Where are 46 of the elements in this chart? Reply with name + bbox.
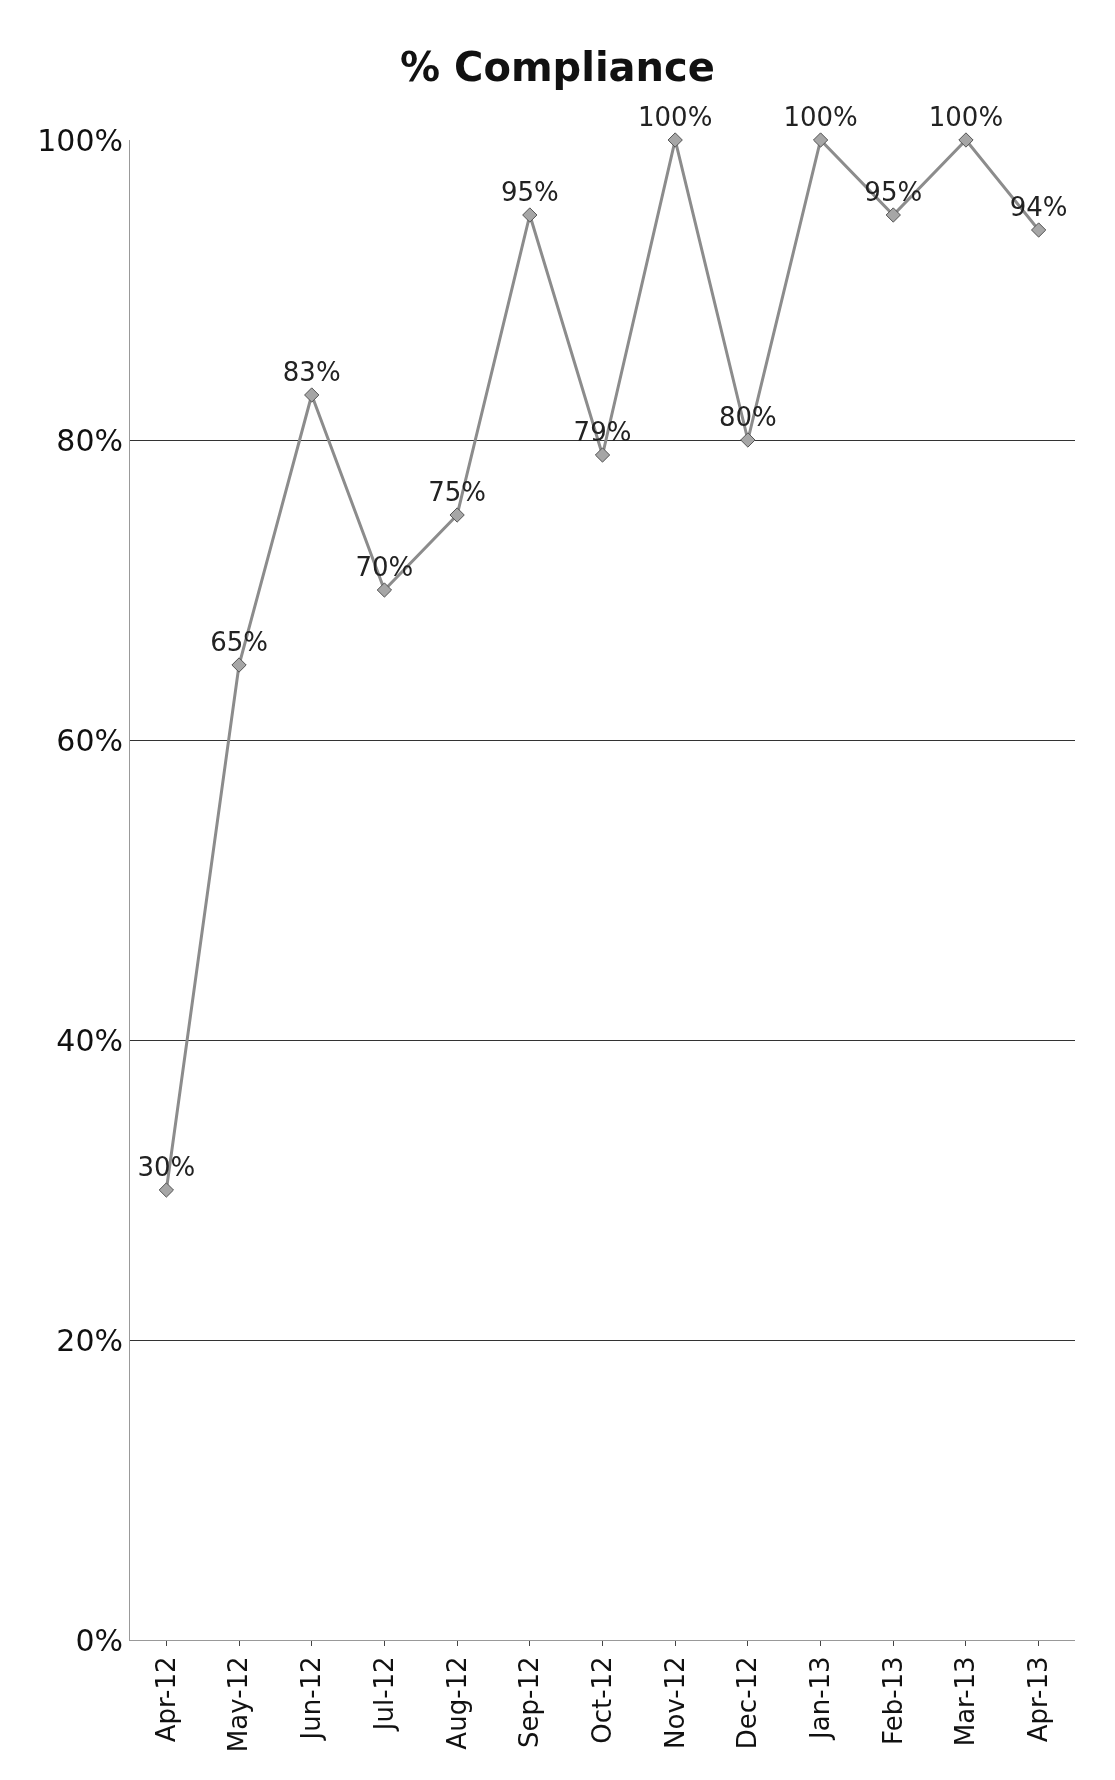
x-tick-label: Apr-13 — [1023, 1656, 1054, 1743]
x-tick-label: Dec-12 — [732, 1656, 763, 1750]
point — [594, 447, 611, 463]
x-tick-label: Mar-13 — [950, 1656, 981, 1747]
y-tick-label: 40% — [56, 1022, 123, 1058]
x-tick-label: Jan-13 — [805, 1656, 836, 1741]
point — [304, 387, 320, 403]
point — [667, 132, 683, 148]
point — [231, 657, 247, 673]
text: 65% — [210, 626, 268, 657]
text: 100% — [928, 101, 1004, 132]
text: 94% — [1009, 191, 1068, 222]
point — [812, 132, 829, 148]
point — [522, 207, 538, 223]
text: 95% — [864, 176, 923, 207]
x-tick-label: Aug-12 — [441, 1656, 472, 1750]
y-tick-label: 0% — [75, 1622, 123, 1658]
x-tick-label: Nov-12 — [659, 1656, 690, 1749]
y-tick-label: 100% — [37, 122, 123, 158]
point — [158, 1182, 174, 1198]
point — [885, 207, 901, 223]
point — [449, 507, 465, 523]
text: 95% — [500, 176, 559, 207]
text: 83% — [282, 356, 341, 387]
x-tick-label: Jul-12 — [368, 1656, 399, 1733]
x-tick-label: Feb-13 — [877, 1656, 908, 1745]
text: 70% — [355, 551, 414, 582]
y-tick-label: 20% — [56, 1322, 123, 1358]
point — [740, 432, 756, 448]
text: 80% — [718, 401, 777, 432]
y-tick-label: 80% — [56, 422, 123, 458]
y-tick-label: 60% — [56, 722, 123, 758]
x-tick-label: Jun-12 — [296, 1656, 327, 1742]
x-tick-label: Oct-12 — [586, 1656, 617, 1744]
text: 100% — [783, 101, 858, 132]
chart-title: % Compliance — [400, 44, 715, 91]
point — [958, 132, 974, 148]
x-tick-label: May-12 — [223, 1656, 254, 1753]
text: 100% — [638, 101, 713, 132]
point — [1031, 222, 1047, 238]
text: 79% — [573, 416, 632, 447]
x-tick-label: Sep-12 — [514, 1656, 545, 1748]
x-tick-label: Apr-12 — [150, 1656, 181, 1743]
text: 75% — [428, 476, 487, 507]
point — [376, 582, 393, 598]
text: 30% — [137, 1151, 196, 1182]
